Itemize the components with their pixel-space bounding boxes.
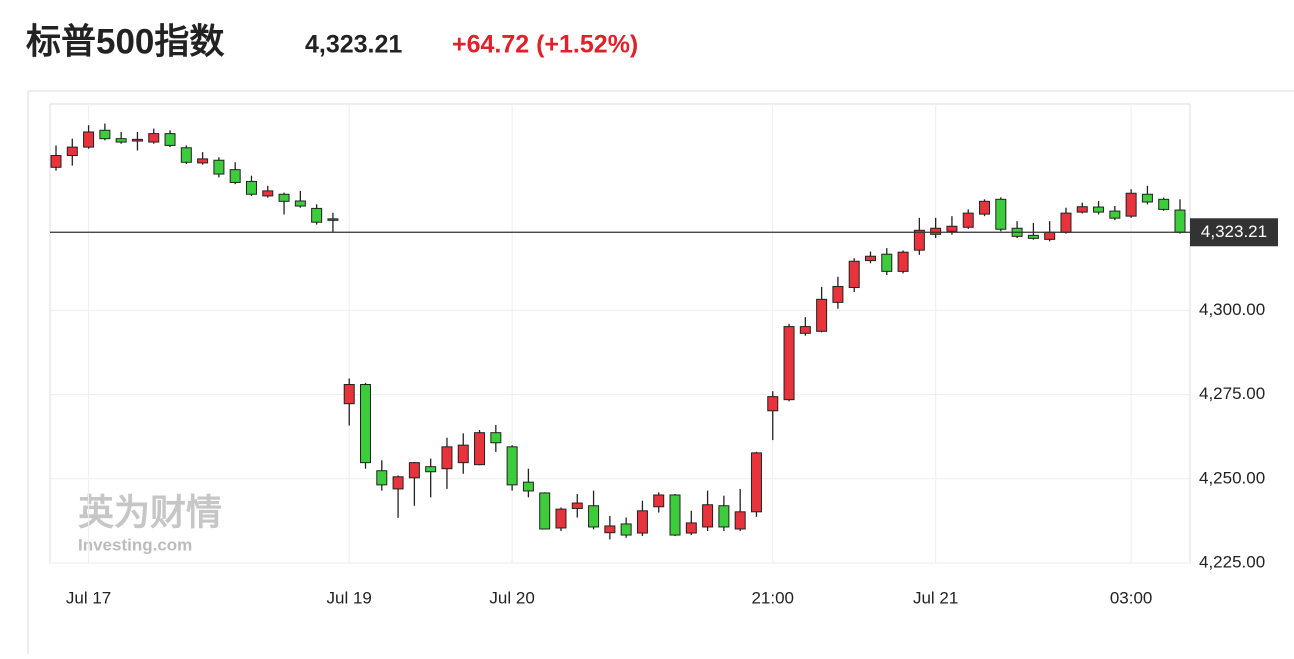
candle-body [620,523,632,536]
candle-body [392,476,404,490]
x-tick-label: Jul 17 [66,588,111,607]
candle-body [816,298,828,332]
candle-body [881,253,893,272]
candle-body [767,396,779,412]
candle-body [946,225,958,232]
candle-body [278,193,290,202]
candle-body [864,255,876,262]
y-tick-label: 4,225.00 [1199,552,1265,571]
candle-body [376,470,388,486]
candle-body [1141,193,1153,203]
candle-body [962,212,974,228]
candle-body [636,510,648,534]
candle-body [832,286,844,303]
candle-body [197,158,209,164]
candle-body [604,525,616,534]
candle-body [343,384,355,405]
candle-body [148,133,160,143]
candle-body [913,229,925,251]
candle-body [327,218,339,221]
x-tick-label: 21:00 [751,588,794,607]
candle-body [588,505,600,528]
candle-body [653,494,665,508]
candle-body [571,502,583,509]
candle-body [360,384,372,464]
candle-body [702,504,714,528]
candle-body [474,432,486,466]
candle-body [669,494,681,536]
y-tick-label: 4,250.00 [1199,468,1265,487]
candle-body [457,444,469,464]
price: 4,323.21 [305,31,402,59]
candle-body [311,207,323,223]
candle-body [1076,206,1088,213]
candle-body [799,326,811,334]
candle-body [99,129,111,140]
candle-body [718,505,730,528]
x-tick-label: Jul 21 [913,588,958,607]
candle-body [164,133,176,146]
watermark: Investing.com [78,535,192,554]
candle-body [229,169,241,183]
candle-body [539,492,551,530]
candle-body [750,452,762,513]
candle-body [555,508,567,529]
candle-body [783,326,795,401]
candle-body [1060,212,1072,233]
candle-body [522,481,534,492]
candle-body [213,159,225,175]
candle-body [425,466,437,473]
candle-body [262,190,274,197]
y-tick-label: 4,300.00 [1199,300,1265,319]
x-tick-label: Jul 19 [327,588,372,607]
candle-body [245,180,257,195]
watermark: 英为财情 [78,492,222,533]
y-tick-label: 4,275.00 [1199,384,1265,403]
candle-body [995,198,1007,230]
candle-body [979,200,991,215]
x-tick-label: 03:00 [1110,588,1153,607]
candle-body [1125,192,1137,217]
candle-body [848,260,860,289]
candle-body [1044,231,1056,240]
candle-body [83,131,95,148]
candle-body [131,138,143,142]
title: 标普500指数 [26,22,224,61]
candle-body [441,446,453,470]
candle-body [1158,198,1170,210]
candle-body [1093,206,1105,213]
candle-body [50,155,62,168]
candle-body [734,511,746,530]
candle-body [294,200,306,207]
last-price-label: 4,323.21 [1201,222,1267,241]
candle-body [180,147,192,163]
candle-body [506,446,518,486]
candle-body [930,227,942,235]
candle-body [490,432,502,444]
candle-body [408,462,420,479]
change: +64.72 (+1.52%) [452,31,638,59]
candle-body [1174,209,1186,233]
candle-body [115,138,127,143]
candle-body [66,146,78,157]
x-tick-label: Jul 20 [489,588,534,607]
candle-body [685,522,697,534]
candle-body [897,251,909,272]
candle-body [1109,210,1121,219]
last-price-box [1190,218,1278,247]
candle-body [1027,234,1039,239]
